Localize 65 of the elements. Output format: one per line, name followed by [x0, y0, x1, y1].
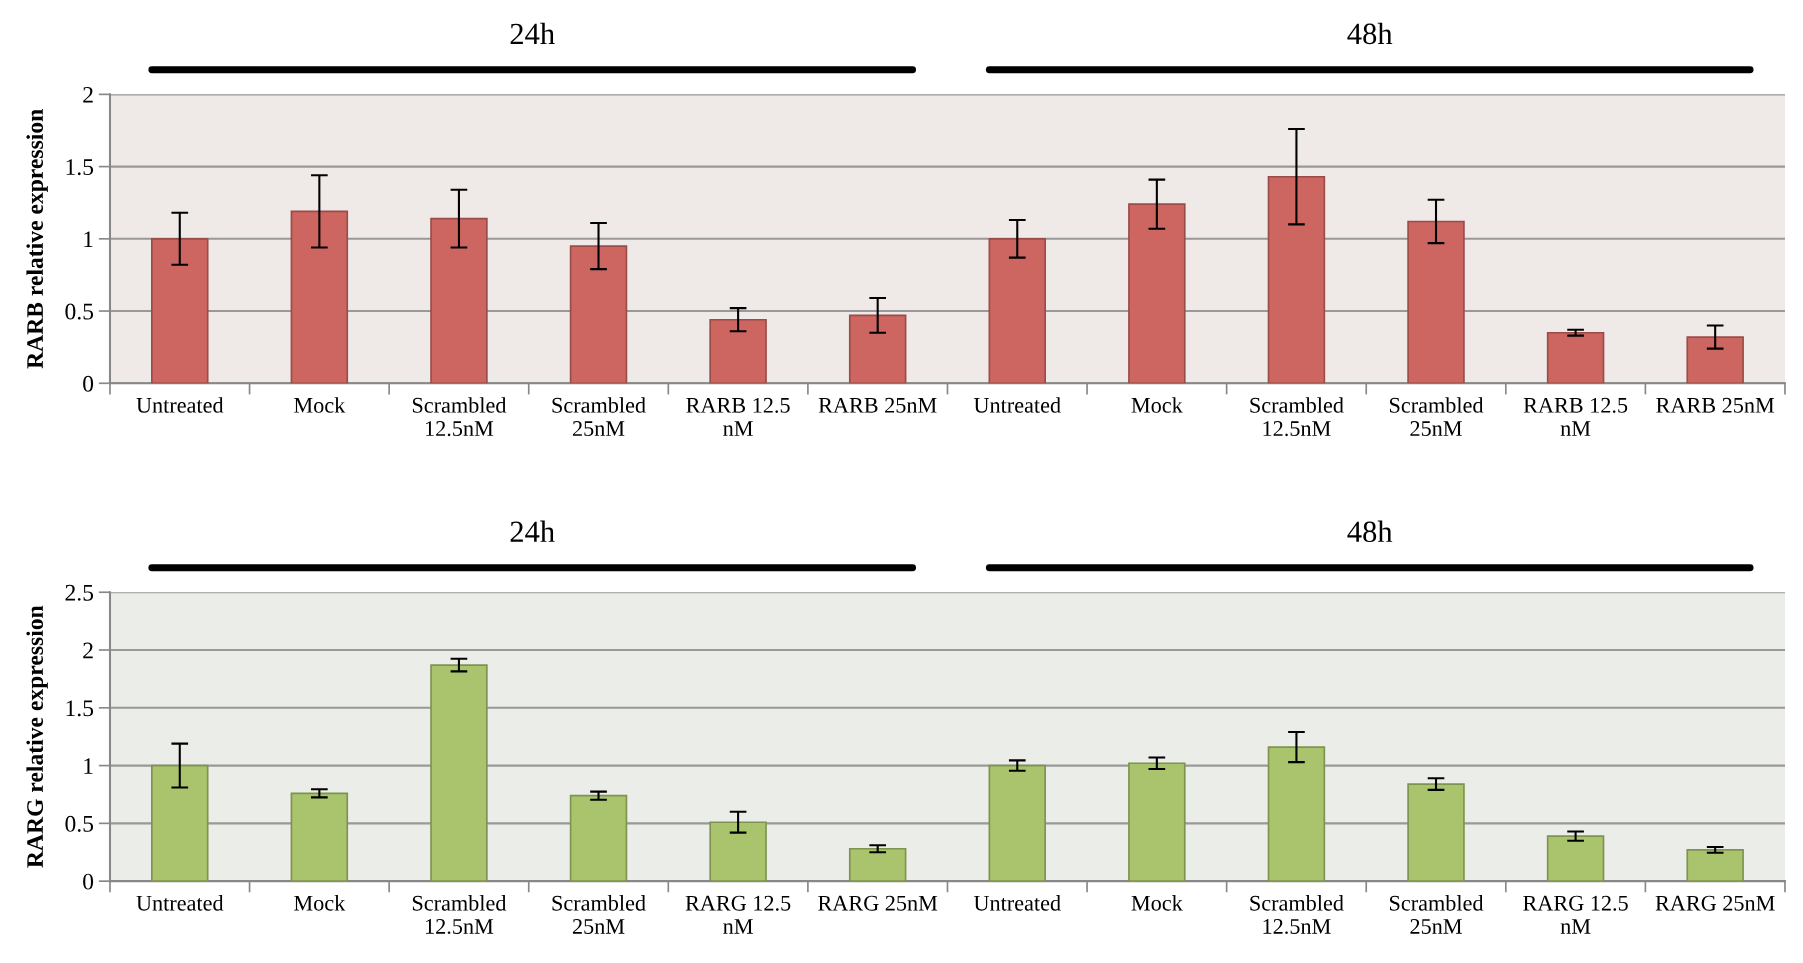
x-tick-label: Scrambled 25nM — [1389, 397, 1484, 437]
x-tick-label: Scrambled 12.5nM — [412, 397, 507, 437]
y-tick-label: 2 — [83, 642, 93, 659]
y-tick-label: 0.5 — [65, 815, 94, 832]
x-tick-label: Untreated — [136, 895, 224, 911]
x-tick-label: RARB 12.5 nM — [686, 397, 790, 436]
x-tick-label: Untreated — [136, 397, 224, 413]
y-tick-label: 0 — [83, 873, 94, 890]
bar — [709, 821, 767, 882]
x-tick-label: Mock — [294, 397, 346, 413]
x-tick-label: RARG 12.5 nM — [1523, 895, 1628, 934]
bar — [1407, 783, 1465, 882]
text: 24h — [510, 22, 555, 44]
bar — [988, 764, 1047, 882]
x-tick-label: RARG 25nM — [818, 895, 938, 911]
bar — [1128, 203, 1186, 384]
bar — [709, 318, 767, 384]
bar — [569, 245, 628, 384]
bar — [430, 217, 488, 384]
bar — [1686, 849, 1744, 882]
bar — [1267, 746, 1326, 882]
y-tick-label: 1.5 — [66, 159, 94, 176]
bar — [1546, 331, 1605, 384]
bar — [1686, 336, 1744, 384]
y-tick-label: 0 — [83, 375, 94, 392]
bar — [151, 764, 209, 882]
x-tick-label: RARG 25nM — [1655, 895, 1775, 911]
bar — [290, 210, 349, 384]
bar — [988, 237, 1047, 384]
bar — [1267, 175, 1326, 384]
y-tick-label: 2.5 — [65, 584, 94, 601]
y-tick-label: 1 — [84, 758, 93, 774]
bar — [569, 794, 628, 882]
text: 48h — [1347, 520, 1393, 543]
x-tick-label: Scrambled 12.5nM — [412, 895, 507, 935]
x-tick-label: Scrambled 12.5nM — [1250, 895, 1344, 935]
bar — [151, 237, 209, 384]
x-tick-label: RARB 12.5 nM — [1523, 397, 1628, 436]
x-tick-label: Untreated — [973, 397, 1061, 413]
bar — [848, 314, 907, 384]
x-tick-label: Scrambled 25nM — [1389, 895, 1484, 934]
x-tick-label: Scrambled 12.5nM — [1250, 397, 1344, 437]
x-tick-label: Scrambled 25nM — [552, 397, 646, 437]
bar — [1546, 835, 1605, 882]
text: 24h — [510, 520, 555, 542]
x-tick-label: RARB 25nM — [818, 397, 937, 413]
x-tick-label: RARB 25nM — [1656, 397, 1775, 413]
x-tick-label: Scrambled 25nM — [552, 895, 646, 934]
bar — [430, 664, 488, 882]
x-tick-label: Untreated — [973, 895, 1061, 911]
text: 48h — [1347, 22, 1393, 45]
x-tick-label: Mock — [294, 895, 346, 911]
y-tick-label: 1.5 — [66, 700, 94, 717]
y-tick-label: 0.5 — [65, 303, 94, 320]
y-axis-title: RARG relative expression — [26, 605, 48, 868]
bar — [1407, 220, 1465, 384]
bar — [1128, 762, 1186, 882]
x-tick-label: RARG 12.5 nM — [685, 895, 791, 934]
bar — [290, 792, 349, 882]
x-tick-label: Mock — [1131, 895, 1183, 911]
y-tick-label: 2 — [83, 86, 93, 103]
bar — [848, 847, 907, 882]
y-tick-label: 1 — [84, 231, 93, 248]
y-axis-title: RARB relative expression — [26, 109, 48, 369]
x-tick-label: Mock — [1131, 397, 1183, 413]
